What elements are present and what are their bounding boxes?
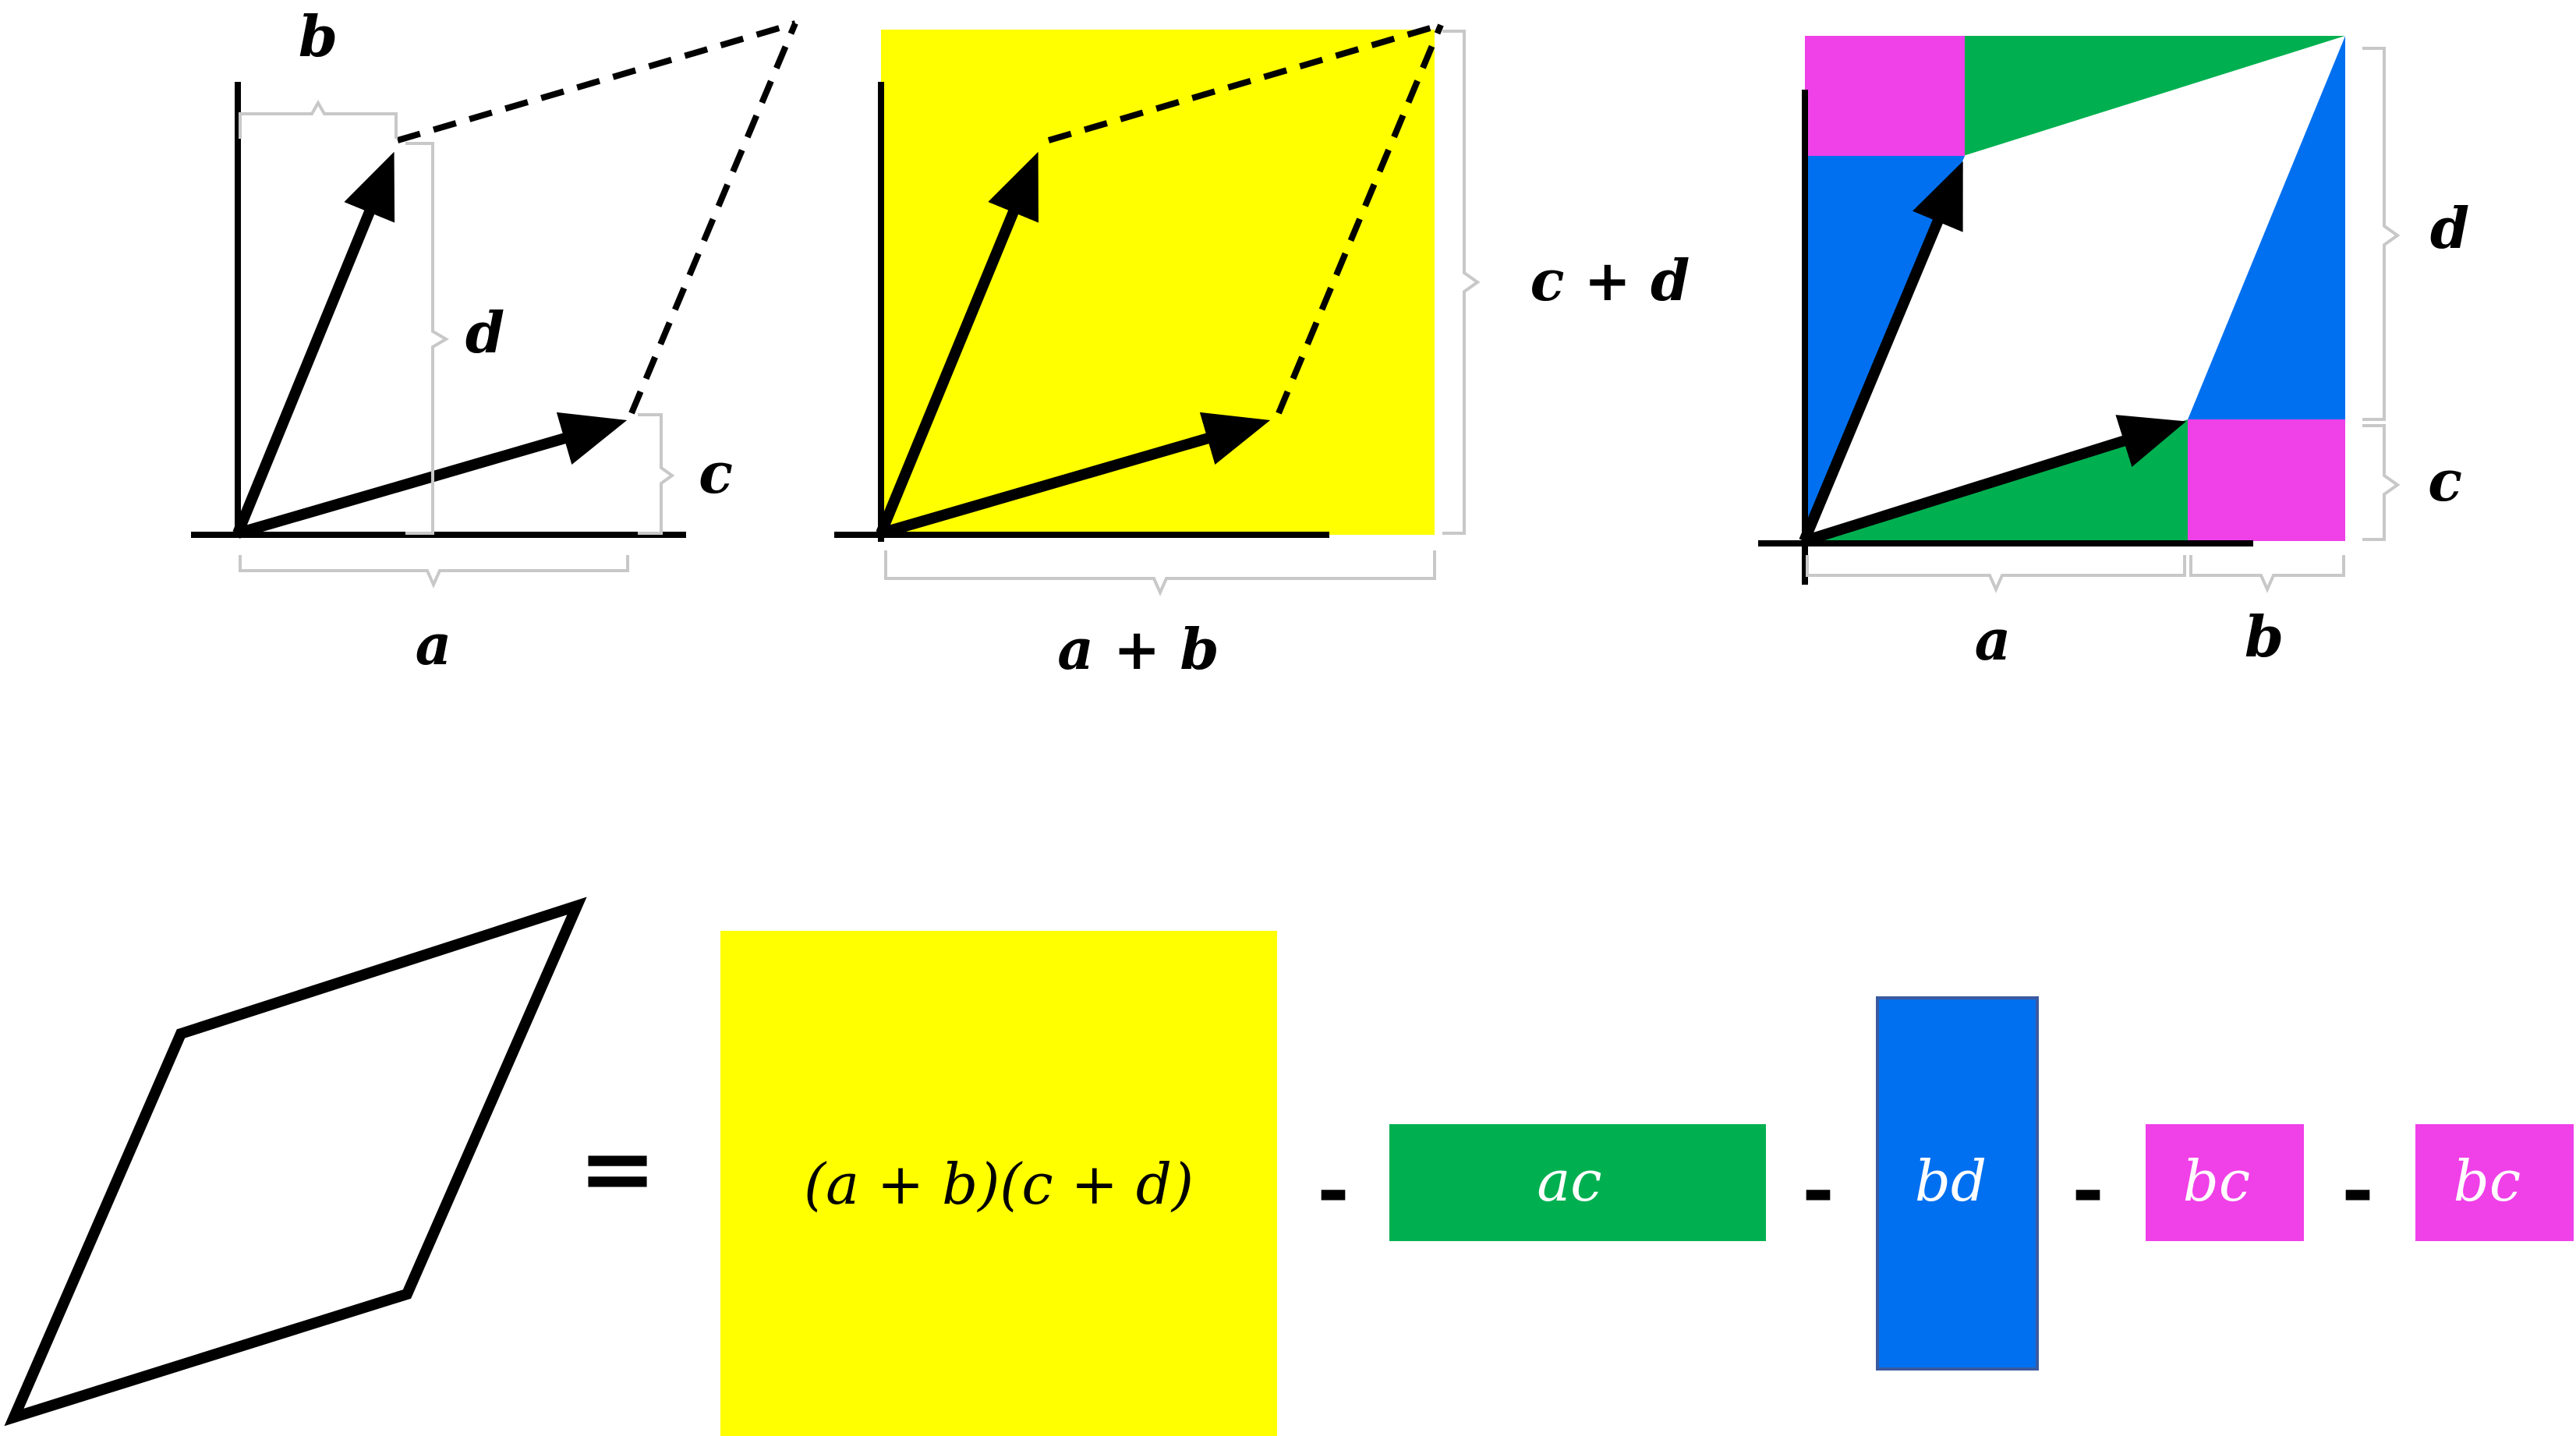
panel-3-label-c: c [2428,447,2462,514]
panel-3-magenta-square-top [1805,36,1965,156]
term-bc-label-2: bc [2454,1148,2521,1214]
minus-sign-3: - [2072,1143,2104,1235]
panel-3-white-parallelogram [1803,36,2345,541]
term-ac-label: ac [1537,1148,1601,1214]
panel-1-vector-bd [232,151,395,536]
panel-2-dashed-edge-right [1276,23,1444,415]
panel-1-vectors: b d c a [191,3,798,677]
panel-3-brace-a [1806,555,2186,593]
minus-sign-4: - [2341,1143,2374,1235]
panel-2-vector-ac [879,412,1271,539]
panel-3-vector-ac [1802,415,2187,546]
panel-2-dashed-edge-top [1047,22,1442,143]
term-ac-green-box [1389,1124,1766,1241]
panel-3-label-d: d [2430,195,2469,261]
panel-2-brace-c-plus-d [1442,30,1481,535]
panel-3-magenta-square-bottom [2188,419,2345,541]
panel-1-brace-c [638,413,675,535]
term-bc-label-1: bc [2183,1148,2250,1214]
panel-1-dashed-edge-right [628,22,798,415]
panel-3-label-b: b [2245,603,2284,670]
panel-3-green-region-top [1963,36,2345,156]
panel-3-brace-b [2189,555,2345,593]
panel-2-brace-a-plus-b [884,550,1436,596]
panel-3-vector-bd [1799,161,1963,543]
panel-3-decomposition: d c a b [1758,36,2469,673]
panel-1-label-b: b [299,3,338,69]
panel-1-label-d: d [465,299,504,366]
term-bc-magenta-box-1 [2146,1124,2304,1241]
panel-1-vector-ac [236,412,628,539]
minus-sign-2: - [1802,1143,1835,1235]
panel-2-bounding-square: c + d a + b [834,22,1690,682]
equation-row: = (a + b)(c + d) - ac - bd - bc - bc [4,897,2574,1436]
panel-1-brace-a [239,555,629,589]
panel-3-label-a: a [1975,607,2012,673]
panel-3-brace-d [2362,47,2401,421]
equation-equals-sign: = [579,1113,657,1223]
panel-3-brace-c [2362,424,2401,541]
term-bc-magenta-box-2 [2415,1124,2574,1241]
minus-sign-1: - [1317,1143,1350,1235]
panel-1-label-c: c [699,440,733,506]
term-total-yellow-box [720,931,1277,1436]
term-total-label: (a + b)(c + d) [804,1151,1194,1217]
panel-2-vector-bd [876,151,1039,536]
equation-parallelogram [4,897,587,1427]
panel-2-label-c-plus-d: c + d [1530,247,1690,313]
panel-1-label-a: a [416,611,452,677]
panel-1-brace-b [239,99,398,139]
panel-1-brace-d [405,142,449,535]
term-bd-label: bd [1915,1148,1987,1214]
panel-1-dashed-edge-top [396,20,797,143]
term-bd-blue-box [1876,996,2039,1371]
panel-2-label-a-plus-b: a + b [1057,616,1219,682]
